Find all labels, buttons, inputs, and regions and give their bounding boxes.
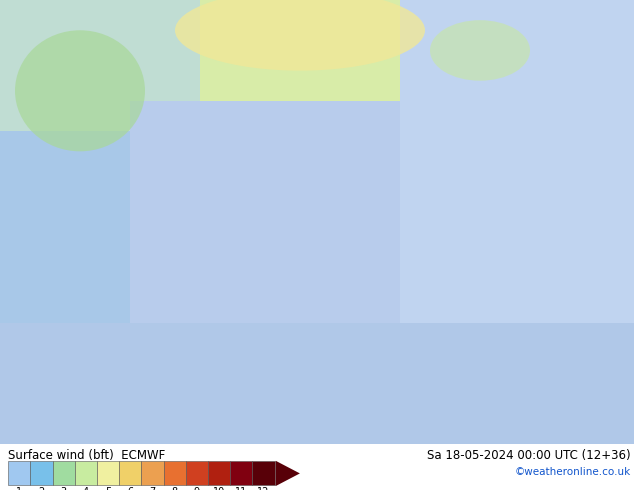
Text: 11: 11	[235, 487, 247, 490]
Bar	[0, 0, 200, 131]
Text: 2: 2	[39, 487, 44, 490]
Bar	[97, 462, 119, 486]
Bar	[30, 462, 53, 486]
Bar	[119, 462, 141, 486]
Bar	[208, 462, 230, 486]
Text: 7: 7	[150, 487, 155, 490]
Text: 12: 12	[257, 487, 269, 490]
Text: 1: 1	[16, 487, 22, 490]
Bar	[252, 462, 275, 486]
Text: 4: 4	[83, 487, 89, 490]
Text: Surface wind (bft)  ECMWF: Surface wind (bft) ECMWF	[8, 449, 165, 463]
Text: 5: 5	[105, 487, 111, 490]
Bar	[400, 0, 634, 444]
Text: 8: 8	[172, 487, 178, 490]
Text: 10: 10	[213, 487, 225, 490]
Ellipse shape	[175, 0, 425, 71]
Bar	[186, 462, 208, 486]
Bar	[141, 462, 164, 486]
Bar	[53, 462, 75, 486]
Bar	[8, 462, 30, 486]
Ellipse shape	[15, 30, 145, 151]
FancyArrow shape	[276, 461, 300, 486]
Bar	[0, 0, 634, 131]
Text: Sa 18-05-2024 00:00 UTC (12+36): Sa 18-05-2024 00:00 UTC (12+36)	[427, 449, 631, 463]
Ellipse shape	[430, 20, 530, 81]
Bar	[164, 462, 186, 486]
Text: 9: 9	[194, 487, 200, 490]
Bar	[0, 323, 634, 444]
Text: 6: 6	[127, 487, 133, 490]
Bar	[230, 462, 252, 486]
Bar	[75, 462, 97, 486]
Bar	[0, 131, 180, 444]
Bar	[130, 101, 500, 383]
Text: ©weatheronline.co.uk: ©weatheronline.co.uk	[515, 467, 631, 477]
Text: 3: 3	[61, 487, 67, 490]
